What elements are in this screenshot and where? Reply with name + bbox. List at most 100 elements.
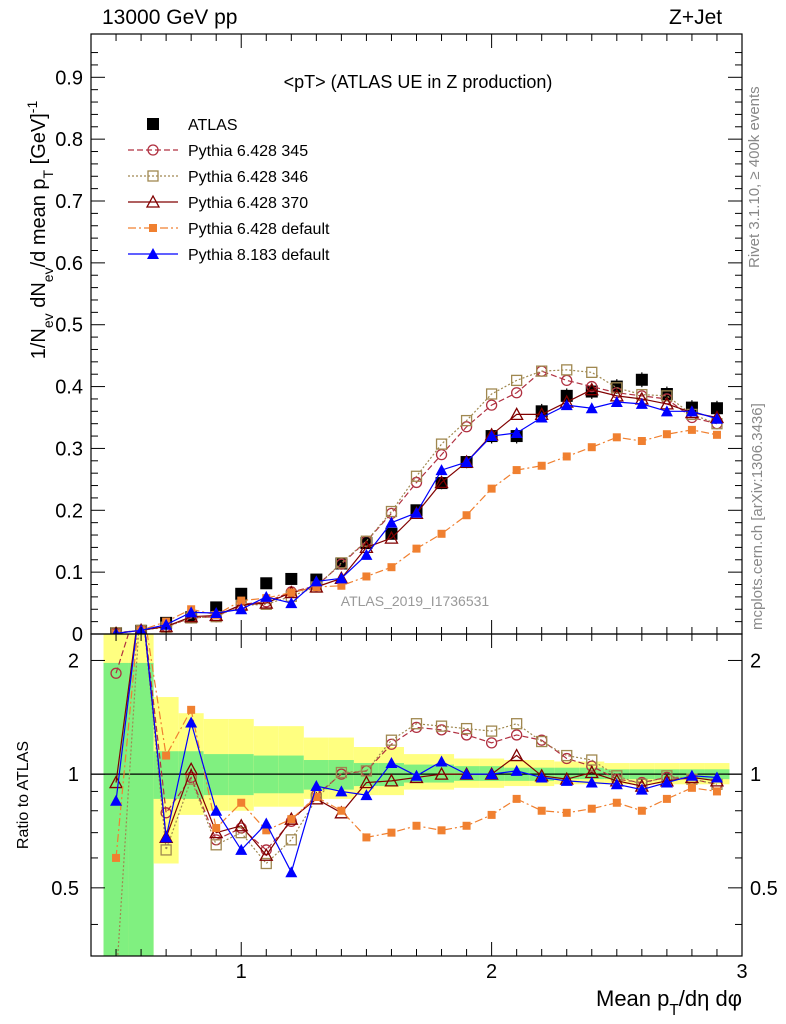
main-point-pythia-6-428-345: [561, 374, 573, 387]
main-point-pythia-6-428-346: [435, 438, 448, 450]
ratio-point-pythia-8-183-default: [585, 776, 598, 788]
main-point-pythia-8-183-default: [160, 618, 173, 630]
ratio-point-pythia-6-428-346: [235, 827, 247, 839]
main-ytick-label: 0.3: [55, 438, 83, 460]
main-series-group: [110, 364, 725, 634]
ratio-ytick-label: 2: [68, 650, 79, 672]
band-inner: [128, 662, 154, 956]
ratio-point-pythia-6-428-default: [512, 794, 521, 803]
main-point-pythia-6-428-346: [385, 505, 398, 518]
ratio-ytick-label-right: 2: [750, 650, 761, 672]
ratio-point-pythia-6-428-default: [387, 828, 396, 837]
main-point-pythia-6-428-default: [287, 588, 296, 597]
ratio-xtick-label: 1: [236, 961, 247, 983]
ratio-point-pythia-6-428-345: [136, 589, 146, 599]
main-point-pythia-6-428-default: [512, 466, 521, 475]
ratio-point-pythia-8-183-default: [560, 774, 573, 786]
main-point-pythia-8-183-default: [385, 516, 398, 528]
ratio-point-pythia-8-183-default: [260, 817, 273, 829]
main-point-pythia-6-428-default: [337, 581, 346, 590]
main-point-pythia-6-428-default: [237, 596, 246, 605]
ratio-point-pythia-8-183-default: [510, 764, 523, 776]
ratio-point-pythia-6-428-345: [586, 760, 598, 772]
ratio-point-pythia-8-183-default: [360, 789, 373, 801]
legend-label-pythia-6-428-345: Pythia 6.428 345: [188, 143, 308, 160]
main-point-pythia-8-183-default: [460, 456, 473, 468]
ratio-ytick-label-right: 0.5: [750, 878, 778, 900]
ratio-point-pythia-8-183-default: [435, 755, 448, 767]
main-point-atlas: [710, 402, 723, 415]
ratio-point-pythia-8-183-default: [685, 769, 698, 781]
main-point-pythia-8-183-default: [635, 397, 648, 409]
ratio-point-pythia-6-428-345: [485, 737, 498, 749]
legend-marker-pythia-8-183-default: [147, 248, 159, 259]
legend-label-pythia-6-428-default: Pythia 6.428 default: [188, 221, 330, 238]
main-point-pythia-6-428-default: [437, 529, 446, 538]
ratio-point-pythia-8-183-default: [135, 588, 147, 599]
ratio-ytick-label: 0.5: [51, 878, 79, 900]
ratio-point-pythia-6-428-default: [312, 792, 321, 801]
legend-marker-pythia-6-428-346: [147, 170, 159, 182]
ratio-point-pythia-6-428-default: [237, 798, 246, 807]
main-point-pythia-6-428-default: [462, 511, 471, 520]
main-point-pythia-6-428-346: [661, 390, 673, 402]
main-point-pythia-6-428-346: [335, 557, 348, 569]
ratio-point-pythia-6-428-default: [437, 826, 446, 835]
main-point-pythia-8-183-default: [310, 575, 323, 587]
main-point-pythia-6-428-346: [360, 535, 373, 547]
main-point-pythia-6-428-default: [662, 430, 671, 439]
ratio-point-pythia-8-183-default: [110, 794, 123, 806]
x-axis-title: Mean pT/dη dφ: [596, 986, 742, 1019]
main-point-pythia-8-183-default: [185, 606, 198, 618]
ratio-point-pythia-6-428-346: [260, 857, 272, 870]
main-title: <pT> (ATLAS UE in Z production): [284, 72, 553, 92]
ratio-point-pythia-8-183-default: [460, 768, 473, 780]
main-point-pythia-6-428-default: [537, 461, 546, 470]
main-point-pythia-6-428-default: [387, 563, 396, 572]
ratio-point-pythia-6-428-346: [160, 844, 172, 856]
ratio-point-pythia-6-428-346: [335, 766, 348, 779]
ratio-point-pythia-8-183-default: [535, 771, 548, 783]
main-point-pythia-8-183-default: [535, 411, 548, 423]
ratio-point-pythia-6-428-default: [637, 806, 646, 815]
main-point-pythia-8-183-default: [285, 597, 298, 609]
ratio-point-pythia-6-428-345: [511, 729, 523, 741]
ratio-point-pythia-6-428-default: [462, 821, 471, 830]
main-point-pythia-8-183-default: [335, 572, 348, 584]
ratio-point-pythia-6-428-default: [137, 590, 145, 598]
band-inner: [579, 767, 605, 780]
ratio-point-pythia-6-428-346: [511, 718, 523, 730]
ratio-point-pythia-6-428-default: [662, 794, 671, 803]
main-point-pythia-6-428-default: [712, 430, 721, 439]
main-ytick-label: 0.7: [55, 191, 83, 213]
ratio-point-pythia-6-428-370: [384, 773, 399, 787]
ratio-point-pythia-6-428-346: [210, 839, 222, 851]
ratio-point-pythia-6-428-345: [460, 729, 473, 741]
main-point-pythia-6-428-346: [611, 382, 623, 394]
ratio-point-pythia-8-183-default: [185, 716, 198, 728]
ratio-point-pythia-6-428-default: [187, 705, 196, 714]
main-point-pythia-6-428-345: [511, 387, 523, 399]
main-point-pythia-8-183-default: [485, 430, 498, 442]
ratio-point-pythia-8-183-default: [610, 778, 623, 790]
ratio-point-pythia-6-428-default: [487, 810, 496, 819]
main-point-pythia-6-428-370: [509, 407, 524, 421]
legend-marker-pythia-6-428-370: [145, 194, 161, 208]
ratio-point-pythia-6-428-default: [712, 787, 721, 796]
ratio-point-pythia-8-183-default: [235, 843, 248, 855]
energy-label: 13000 GeV pp: [102, 6, 238, 29]
ratio-point-pythia-6-428-370: [184, 761, 199, 775]
main-point-atlas: [635, 373, 648, 386]
ratio-point-pythia-6-428-346: [385, 734, 398, 746]
main-point-pythia-6-428-default: [637, 437, 646, 446]
main-point-pythia-8-183-default: [435, 464, 448, 476]
main-ytick-label: 0.9: [55, 67, 83, 89]
main-point-pythia-6-428-370: [434, 475, 449, 489]
ratio-ytick-label: 1: [68, 764, 79, 786]
ratio-point-pythia-6-428-370: [359, 775, 374, 789]
ratio-point-pythia-6-428-370: [234, 818, 249, 832]
main-point-pythia-6-428-default: [612, 433, 621, 442]
ratio-point-pythia-6-428-370: [509, 748, 524, 762]
ratio-point-pythia-6-428-346: [485, 725, 498, 737]
main-point-pythia-8-183-default: [610, 396, 623, 408]
